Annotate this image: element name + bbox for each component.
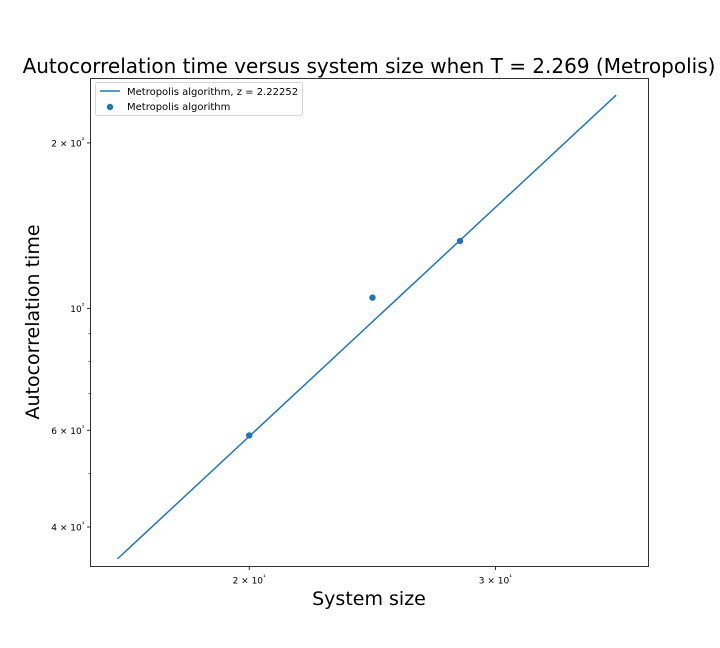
- y-tick-label: 4 × 10¹: [51, 521, 84, 534]
- y-axis-label: Autocorrelation time: [22, 224, 44, 419]
- legend-box: [95, 82, 303, 116]
- data-point: [456, 237, 464, 245]
- legend-dot-marker: [106, 103, 114, 111]
- plot-area: 2 × 10¹ 3 × 10¹ 4 × 10¹ 6 × 10¹ 10² 2 × 10²: [51, 78, 649, 587]
- y-tick-label: 10²: [70, 302, 84, 315]
- y-tick-label: 2 × 10²: [51, 136, 84, 149]
- y-tick-label: 6 × 10¹: [51, 424, 84, 437]
- tick-layer: 2 × 10¹ 3 × 10¹ 4 × 10¹ 6 × 10¹ 10² 2 × 10²: [51, 136, 512, 586]
- x-axis-label: System size: [312, 588, 426, 610]
- data-point: [246, 432, 253, 439]
- legend-entry-scatter: Metropolis algorithm: [127, 102, 230, 113]
- fit-line: [116, 94, 617, 560]
- legend: Metropolis algorithm, z = 2.22252 Metrop…: [95, 82, 303, 116]
- legend-entry-line: Metropolis algorithm, z = 2.22252: [127, 87, 298, 98]
- chart-title: Autocorrelation time versus system size …: [23, 54, 716, 78]
- series-layer: [116, 94, 617, 560]
- x-tick-label: 3 × 10¹: [479, 574, 512, 587]
- data-point: [369, 294, 376, 301]
- x-tick-label: 2 × 10¹: [233, 574, 266, 587]
- axes-frame: [90, 78, 649, 567]
